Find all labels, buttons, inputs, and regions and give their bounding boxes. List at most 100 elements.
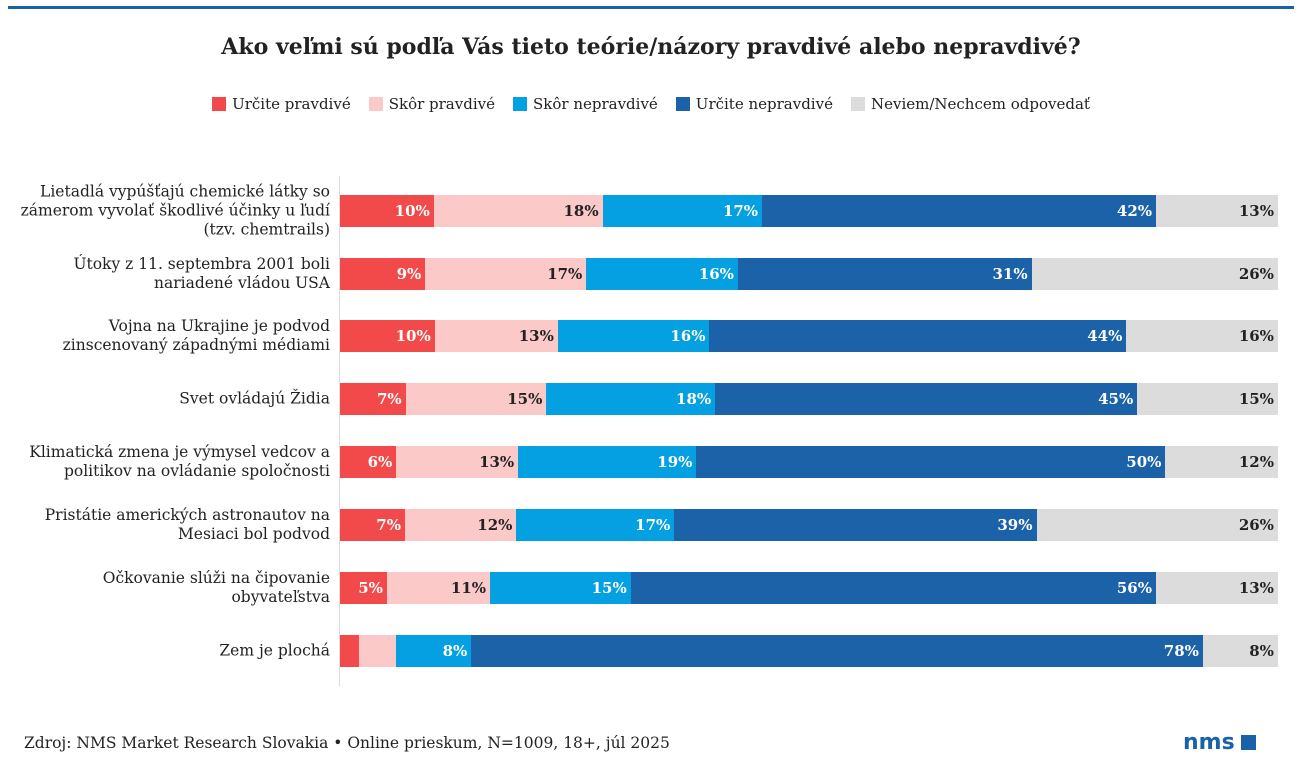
- bar-segment: 8%: [1202, 635, 1278, 667]
- legend-swatch: [368, 97, 383, 111]
- bar-segment: 13%: [1156, 572, 1278, 604]
- bar-segment: 7%: [340, 383, 406, 415]
- bar-segment: 39%: [674, 509, 1037, 541]
- data-label: 11%: [450, 579, 487, 597]
- bar-segment: 13%: [396, 446, 519, 478]
- bar-segment: 5%: [340, 572, 387, 604]
- category-label: Lietadlá vypúšťajú chemické látky so zám…: [20, 182, 330, 239]
- bar-segment: 50%: [696, 446, 1166, 478]
- bar-segment: [340, 635, 359, 667]
- bar-segment: 26%: [1036, 509, 1278, 541]
- data-label: 13%: [1238, 202, 1274, 220]
- bar-segment: 17%: [516, 509, 675, 541]
- category-label: Vojna na Ukrajine je podvod zinscenovaný…: [62, 317, 330, 354]
- bar-segment: 16%: [557, 320, 710, 352]
- stacked-bar: 7% 15% 18% 45% 15%: [340, 383, 1278, 415]
- data-label: 42%: [1116, 202, 1153, 220]
- data-label: 7%: [376, 390, 402, 408]
- nms-logo: nms: [1183, 730, 1256, 755]
- data-label: 26%: [1238, 265, 1274, 283]
- legend-swatch: [850, 97, 865, 111]
- axis-line: [339, 176, 340, 686]
- bar-segment: 15%: [1137, 383, 1278, 415]
- bar-segment: 8%: [396, 635, 472, 667]
- data-label: 15%: [1238, 390, 1274, 408]
- bar-segment: 17%: [602, 195, 763, 227]
- bar-segment: 17%: [425, 258, 587, 290]
- legend-item: Určite nepravdivé: [675, 95, 833, 113]
- bar-segment: 42%: [762, 195, 1157, 227]
- legend-item: Neviem/Nechcem odpovedať: [850, 95, 1090, 113]
- source-note: Zdroj: NMS Market Research Slovakia • On…: [24, 734, 670, 752]
- bar-segment: 12%: [405, 509, 517, 541]
- category-label: Zem je plochá: [219, 641, 330, 660]
- bar-segment: 6%: [340, 446, 397, 478]
- data-label: 10%: [394, 202, 430, 220]
- data-label: 7%: [376, 516, 401, 534]
- stacked-bar: 7% 12% 17% 39% 26%: [340, 509, 1278, 541]
- data-label: 13%: [1238, 579, 1274, 597]
- data-label: 9%: [396, 265, 422, 283]
- data-label: 16%: [670, 327, 706, 345]
- data-label: 17%: [547, 265, 583, 283]
- chart-title: Ako veľmi sú podľa Vás tieto teórie/názo…: [221, 34, 1081, 60]
- bar-segment: 15%: [405, 383, 547, 415]
- legend-label: Neviem/Nechcem odpovedať: [870, 95, 1090, 113]
- bar-segment: 11%: [386, 572, 491, 604]
- data-label: 16%: [698, 265, 734, 283]
- bar-segment: 13%: [434, 320, 558, 352]
- category-label: Očkovanie slúži na čipovanie obyvateľstv…: [102, 569, 330, 606]
- legend-label: Skôr pravdivé: [388, 95, 495, 113]
- bar-segment: 16%: [586, 258, 738, 290]
- bar-segment: 19%: [518, 446, 697, 478]
- bar-segment: 10%: [340, 320, 435, 352]
- legend-swatch: [212, 97, 227, 111]
- bar-segment: 10%: [340, 195, 434, 227]
- bar-segment: 12%: [1165, 446, 1278, 478]
- data-label: 8%: [1249, 642, 1274, 660]
- data-label: 12%: [1238, 453, 1274, 471]
- category-label: Svet ovládajú Židia: [179, 389, 330, 408]
- data-label: 8%: [442, 642, 468, 660]
- legend-item: Skôr pravdivé: [368, 95, 495, 113]
- bar-segment: 9%: [340, 258, 426, 290]
- bar-segment: 16%: [1126, 320, 1278, 352]
- data-label: 44%: [1087, 327, 1123, 345]
- category-label: Klimatická zmena je výmysel vedcov a pol…: [29, 443, 330, 480]
- data-label: 15%: [591, 579, 627, 597]
- legend-label: Určite pravdivé: [232, 95, 351, 113]
- data-label: 17%: [722, 202, 759, 220]
- bar-segment: 18%: [546, 383, 716, 415]
- bar-segment: 15%: [490, 572, 631, 604]
- legend: Určite pravdivé Skôr pravdivé Skôr nepravd…: [0, 95, 1302, 113]
- category-label: Útoky z 11. septembra 2001 boli nariaden…: [73, 255, 330, 292]
- legend-label: Skôr nepravdivé: [532, 95, 658, 113]
- data-label: 18%: [563, 202, 599, 220]
- data-label: 39%: [997, 516, 1033, 534]
- data-label: 10%: [395, 327, 431, 345]
- data-label: 19%: [657, 453, 693, 471]
- stacked-bar: 9% 17% 16% 31% 26%: [340, 258, 1278, 290]
- stacked-bar: 10% 18% 17% 42% 13%: [340, 195, 1278, 227]
- data-label: 56%: [1116, 579, 1153, 597]
- stacked-bar: 10% 13% 16% 44% 16%: [340, 320, 1278, 352]
- stacked-bar: 5% 11% 15% 56% 13%: [340, 572, 1278, 604]
- data-label: 15%: [507, 390, 543, 408]
- legend-item: Určite pravdivé: [212, 95, 351, 113]
- data-label: 78%: [1163, 642, 1199, 660]
- bar-segment: 7%: [340, 509, 405, 541]
- data-label: 13%: [518, 327, 554, 345]
- bar-segment: 44%: [709, 320, 1127, 352]
- legend-label: Určite nepravdivé: [695, 95, 833, 113]
- data-label: 26%: [1238, 516, 1274, 534]
- bar-segment: [358, 635, 397, 667]
- category-label: Pristátie amerických astronautov na Mesi…: [44, 506, 330, 543]
- data-label: 50%: [1126, 453, 1162, 471]
- data-label: 45%: [1098, 390, 1134, 408]
- top-accent-line: [8, 6, 1294, 9]
- stacked-bar: 8% 78% 8%: [340, 635, 1278, 667]
- stacked-bar: 6% 13% 19% 50% 12%: [340, 446, 1278, 478]
- bar-segment: 18%: [433, 195, 603, 227]
- data-label: 6%: [367, 453, 393, 471]
- data-label: 31%: [992, 265, 1028, 283]
